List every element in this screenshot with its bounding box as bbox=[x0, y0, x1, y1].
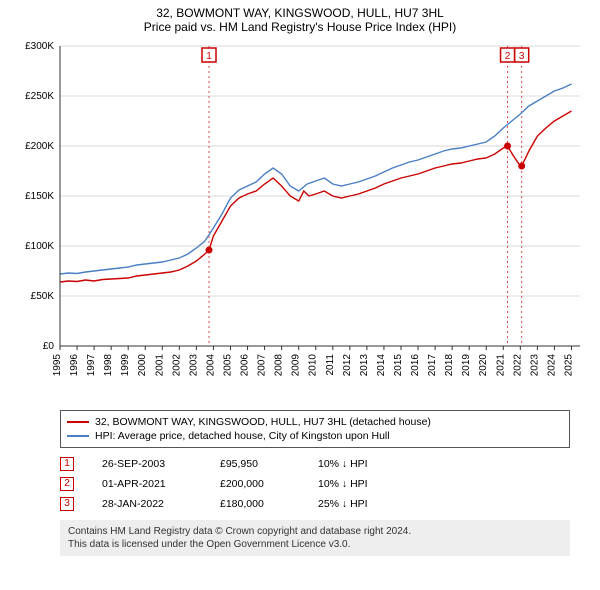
svg-text:2005: 2005 bbox=[222, 354, 233, 377]
svg-text:2017: 2017 bbox=[427, 354, 438, 377]
sale-diff: 10% ↓ HPI bbox=[318, 474, 438, 494]
svg-text:2016: 2016 bbox=[410, 354, 421, 377]
svg-text:£200K: £200K bbox=[25, 141, 54, 152]
svg-text:2008: 2008 bbox=[274, 354, 285, 377]
svg-text:£0: £0 bbox=[43, 341, 55, 352]
legend-swatch-property bbox=[67, 421, 89, 423]
svg-text:2020: 2020 bbox=[478, 354, 489, 377]
svg-text:£300K: £300K bbox=[25, 41, 54, 52]
attribution-line1: Contains HM Land Registry data © Crown c… bbox=[68, 525, 562, 538]
sale-badge: 2 bbox=[60, 477, 74, 491]
sale-row: 2 01-APR-2021 £200,000 10% ↓ HPI bbox=[60, 474, 570, 494]
sale-price: £180,000 bbox=[220, 494, 290, 514]
svg-text:2023: 2023 bbox=[529, 354, 540, 377]
svg-text:1996: 1996 bbox=[69, 354, 80, 377]
svg-text:2021: 2021 bbox=[495, 354, 506, 377]
sale-badge: 3 bbox=[60, 497, 74, 511]
legend-label-hpi: HPI: Average price, detached house, City… bbox=[95, 429, 390, 443]
sale-date: 01-APR-2021 bbox=[102, 474, 192, 494]
sales-table: 1 26-SEP-2003 £95,950 10% ↓ HPI 2 01-APR-2021… bbox=[60, 454, 570, 514]
svg-text:2003: 2003 bbox=[188, 354, 199, 377]
svg-text:2014: 2014 bbox=[376, 354, 387, 377]
svg-text:2007: 2007 bbox=[257, 354, 268, 377]
svg-text:£100K: £100K bbox=[25, 241, 54, 252]
sale-price: £200,000 bbox=[220, 474, 290, 494]
svg-text:2019: 2019 bbox=[461, 354, 472, 377]
svg-text:£50K: £50K bbox=[31, 291, 55, 302]
svg-text:2001: 2001 bbox=[154, 354, 165, 377]
sale-diff: 10% ↓ HPI bbox=[318, 454, 438, 474]
legend: 32, BOWMONT WAY, KINGSWOOD, HULL, HU7 3H… bbox=[60, 410, 570, 448]
legend-item-property: 32, BOWMONT WAY, KINGSWOOD, HULL, HU7 3H… bbox=[67, 415, 563, 429]
svg-text:£250K: £250K bbox=[25, 91, 54, 102]
svg-text:2015: 2015 bbox=[393, 354, 404, 377]
svg-text:2002: 2002 bbox=[171, 354, 182, 377]
line-chart: £0 £50K £100K £150K £200K £250K £300K 1995 1996 1… bbox=[0, 36, 600, 406]
attribution: Contains HM Land Registry data © Crown c… bbox=[60, 520, 570, 556]
sale-badge: 1 bbox=[60, 457, 74, 471]
svg-text:2011: 2011 bbox=[325, 354, 336, 376]
svg-text:2000: 2000 bbox=[137, 354, 148, 377]
svg-text:2025: 2025 bbox=[563, 354, 574, 377]
svg-text:2009: 2009 bbox=[291, 354, 302, 377]
svg-text:2018: 2018 bbox=[444, 354, 455, 377]
svg-text:2012: 2012 bbox=[342, 354, 353, 377]
sale-row: 1 26-SEP-2003 £95,950 10% ↓ HPI bbox=[60, 454, 570, 474]
svg-text:2024: 2024 bbox=[546, 354, 557, 377]
page-title: 32, BOWMONT WAY, KINGSWOOD, HULL, HU7 3H… bbox=[0, 6, 600, 20]
sale-row: 3 28-JAN-2022 £180,000 25% ↓ HPI bbox=[60, 494, 570, 514]
legend-item-hpi: HPI: Average price, detached house, City… bbox=[67, 429, 563, 443]
page-subtitle: Price paid vs. HM Land Registry's House … bbox=[0, 20, 600, 34]
sale-date: 28-JAN-2022 bbox=[102, 494, 192, 514]
svg-text:1: 1 bbox=[206, 51, 212, 62]
chart-area: £0 £50K £100K £150K £200K £250K £300K 1995 1996 1… bbox=[0, 36, 600, 406]
sale-price: £95,950 bbox=[220, 454, 290, 474]
svg-text:2006: 2006 bbox=[240, 354, 251, 377]
svg-text:1999: 1999 bbox=[120, 354, 131, 377]
svg-text:£150K: £150K bbox=[25, 191, 54, 202]
svg-text:2010: 2010 bbox=[308, 354, 319, 377]
svg-text:2013: 2013 bbox=[359, 354, 370, 377]
chart-titles: 32, BOWMONT WAY, KINGSWOOD, HULL, HU7 3H… bbox=[0, 0, 600, 36]
sale-diff: 25% ↓ HPI bbox=[318, 494, 438, 514]
svg-text:1995: 1995 bbox=[52, 354, 63, 377]
attribution-line2: This data is licensed under the Open Gov… bbox=[68, 538, 562, 551]
svg-text:1998: 1998 bbox=[103, 354, 114, 377]
svg-text:3: 3 bbox=[519, 51, 525, 62]
svg-text:2022: 2022 bbox=[512, 354, 523, 377]
svg-text:2004: 2004 bbox=[205, 354, 216, 377]
svg-text:1997: 1997 bbox=[86, 354, 97, 377]
svg-text:2: 2 bbox=[505, 51, 511, 62]
legend-swatch-hpi bbox=[67, 435, 89, 437]
sale-date: 26-SEP-2003 bbox=[102, 454, 192, 474]
legend-label-property: 32, BOWMONT WAY, KINGSWOOD, HULL, HU7 3H… bbox=[95, 415, 431, 429]
